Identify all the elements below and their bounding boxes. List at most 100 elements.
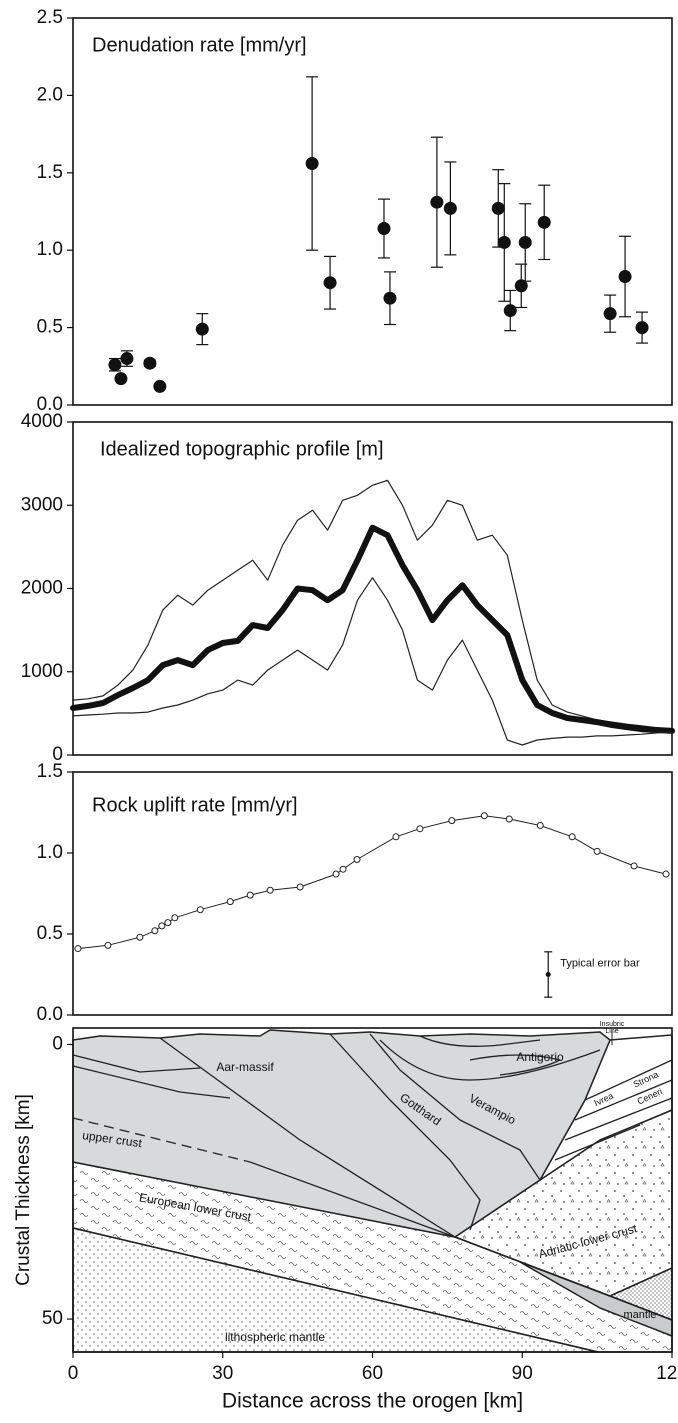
data-point [339,865,347,873]
data-point [153,379,167,393]
panel-title: Rock uplift rate [mm/yr] [92,794,298,816]
y-tick-label: 2000 [21,578,63,599]
series-line [77,815,667,950]
panel-frame [72,1027,673,1353]
y-tick-label: 0.0 [37,1004,63,1025]
data-point [593,847,601,855]
data-point [514,279,528,293]
y-tick-label: 1.5 [37,761,63,782]
fault-line [72,1117,251,1163]
y-tick-label: 0.5 [37,317,63,338]
y-tick-label: 1000 [21,661,63,682]
data-point [164,919,172,927]
y-axis-title: Crustal Thickness [km] [13,1094,34,1286]
series-line [72,479,673,730]
data-point [323,276,337,290]
fault-line [469,1054,561,1076]
x-tick-label: 30 [212,1363,233,1384]
data-point [443,201,457,215]
data-point [108,358,122,372]
fault-line [72,1054,201,1073]
typical-error-label: Typical error bar [560,958,640,970]
x-tick-label: 120 [656,1363,678,1384]
data-point [171,914,179,922]
data-point [480,812,488,820]
data-point [603,307,617,321]
y-tick-label: 1.0 [37,239,63,260]
y-tick-label: 1.5 [37,162,63,183]
structure-lines [72,1030,673,1238]
data-point [536,821,544,829]
fault-line [329,1033,481,1231]
data-point [630,862,638,870]
data-point [353,855,361,863]
data-point [537,215,551,229]
data-point [114,372,128,386]
y-tick-label: 4000 [21,411,63,432]
data-point [226,898,234,906]
fault-line [379,1039,601,1081]
fault-line [72,1065,231,1099]
data-point [497,235,511,249]
data-point [136,933,144,941]
panel-frame [72,771,673,1016]
data-point [151,927,159,935]
x-tick-label: 90 [512,1363,533,1384]
data-point [143,356,157,370]
x-axis-title: Distance across the orogen [km] [222,1390,523,1413]
x-tick-label: 60 [362,1363,383,1384]
fault-line [369,1033,541,1181]
fault-line [159,1037,456,1238]
y-tick-label: 0 [52,1033,63,1054]
data-point [332,870,340,878]
unit-label: lithospheric mantle [225,1330,325,1344]
y-tick-label: 0.5 [37,923,63,944]
typical-error-point [545,972,551,977]
fault-line [554,1059,673,1161]
panel-frame [72,421,673,756]
data-point [518,235,532,249]
data-point [377,222,391,236]
data-point [158,922,166,930]
panel-title: Denudation rate [mm/yr] [92,34,307,56]
upper-crust-area [72,1029,611,1238]
y-tick-label: 0.0 [37,394,63,415]
data-point [120,352,134,366]
y-tick-label: 1.0 [37,842,63,863]
data-point [74,945,82,953]
fault-line [419,1035,541,1047]
unit-label: Aar-massif [216,1060,274,1074]
data-point [296,883,304,891]
series-line [72,577,673,746]
data-point [568,833,576,841]
data-point [195,322,209,336]
data-point [618,270,632,284]
data-point [505,815,513,823]
data-point [662,870,670,878]
data-point [430,195,444,209]
fault-line [249,1161,456,1238]
unit-label: Antigorio [516,1050,564,1064]
data-point [196,906,204,914]
y-tick-label: 2.5 [37,7,63,28]
x-tick-label: 0 [68,1363,79,1384]
data-point [392,833,400,841]
cross-section-geology [72,1029,673,1353]
y-tick-label: 2.0 [37,84,63,105]
data-point [104,941,112,949]
data-point [635,321,649,335]
panel-title: Idealized topographic profile [m] [100,438,384,460]
series-line [70,524,675,734]
data-point [416,825,424,833]
data-point [491,201,505,215]
data-point [383,291,397,305]
y-tick-label: 50 [42,1308,63,1329]
unit-label: Line [605,1028,618,1035]
y-tick-label: 3000 [21,494,63,515]
unit-label: mantle [623,1309,656,1321]
y-tick-label: 0 [52,744,63,765]
data-point [448,817,456,825]
data-point [246,891,254,899]
panel-frame [72,17,673,406]
